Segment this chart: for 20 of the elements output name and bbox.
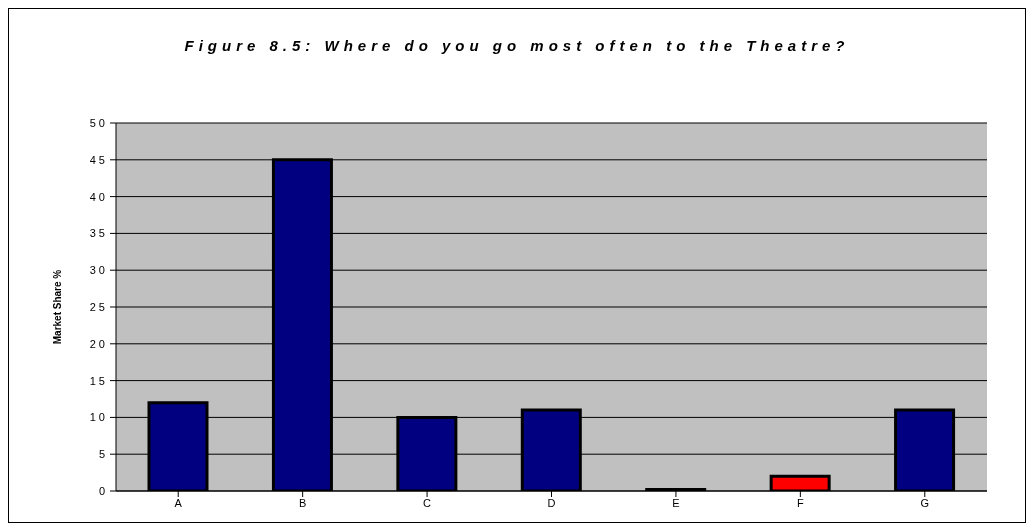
x-tick-label: G [920,496,930,509]
y-tick-label: 15 [89,374,108,387]
x-tick-label: F [796,496,804,509]
y-tick-label: 0 [98,484,108,497]
y-tick-label: 40 [89,190,108,203]
x-tick-label: C [423,496,432,509]
y-tick-label: 50 [89,116,108,129]
chart-title: Figure 8.5: Where do you go most often to the Theatre? [183,37,851,54]
y-tick-label: 5 [98,448,108,461]
y-tick-label: 30 [89,264,108,277]
x-tick-label: E [672,496,680,509]
y-axis-title: Market Share % [51,269,63,345]
y-tick-label: 35 [89,227,108,240]
y-tick-label: 45 [89,153,108,166]
x-tick-label: A [174,496,183,509]
x-tick-label: B [298,496,307,509]
x-tick-label: D [547,496,556,509]
y-tick-label: 25 [89,300,108,313]
y-tick-label: 20 [89,337,108,350]
y-tick-label: 10 [89,411,108,424]
